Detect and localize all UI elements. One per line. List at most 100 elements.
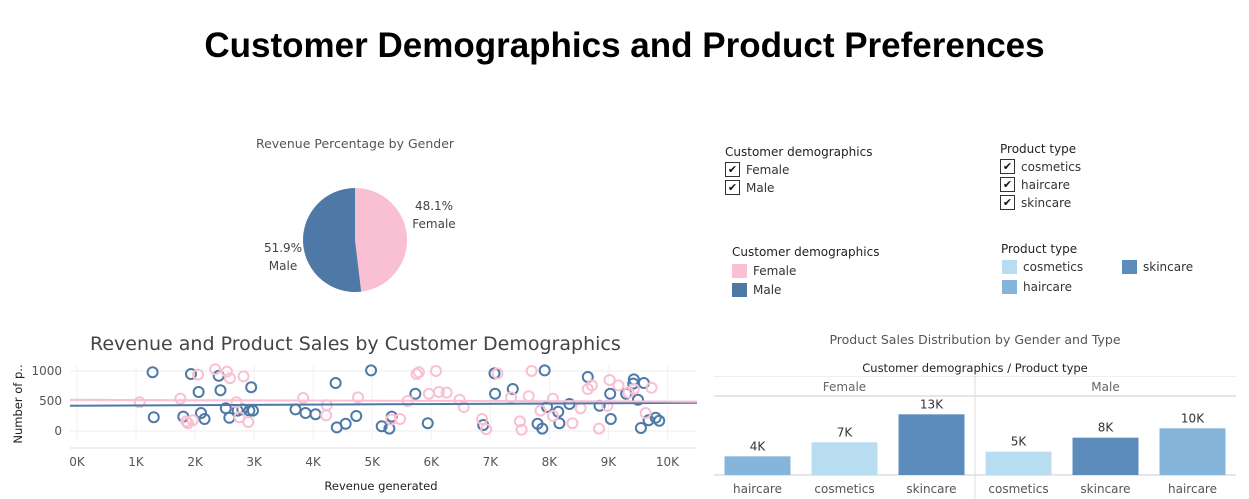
y-tick-label: 0	[54, 424, 62, 438]
scatter-point-female	[320, 409, 333, 422]
x-tick-label: 1K	[128, 455, 145, 469]
haircare-checkbox[interactable]: ✔	[1000, 177, 1015, 192]
scatter-point-female	[566, 417, 579, 430]
x-tick-label: 10K	[656, 455, 680, 469]
scatter-point-male	[198, 413, 211, 425]
bar-chart-title: Product Sales Distribution by Gender and…	[829, 332, 1121, 347]
female-checkbox[interactable]: ✔	[725, 162, 740, 177]
y-tick-label: 500	[39, 394, 62, 408]
bar-category-label: haircare	[733, 482, 782, 496]
pie-slice-female	[355, 188, 407, 292]
scatter-point-male	[192, 386, 205, 398]
filter-item-female[interactable]: ✔ Female	[725, 162, 872, 177]
haircare-swatch	[1002, 280, 1017, 294]
filter-item-male[interactable]: ✔ Male	[725, 180, 872, 195]
x-tick-label: 7K	[483, 455, 500, 469]
legend-item-female[interactable]: Female	[732, 264, 879, 278]
scatter-point-female	[186, 414, 199, 427]
scatter-point-female	[505, 391, 517, 404]
scatter-point-male	[350, 410, 363, 422]
scatter-point-male	[653, 414, 666, 427]
bar-male-skincare	[1072, 437, 1139, 475]
scatter-point-male	[489, 387, 502, 400]
scatter-point-male	[631, 393, 644, 406]
scatter-point-male	[553, 417, 566, 430]
scatter-point-male	[146, 366, 159, 379]
scatter-point-male	[184, 368, 197, 380]
bar-category-label: skincare	[906, 482, 956, 496]
x-tick-label: 6K	[424, 455, 441, 469]
pie-value-label-male: 51.9%	[264, 241, 302, 255]
scatter-point-female	[627, 383, 640, 395]
scatter-point-female	[223, 372, 236, 385]
scatter-point-male	[147, 411, 160, 424]
scatter-point-female	[412, 366, 425, 379]
scatter-point-female	[209, 363, 222, 376]
skincare-checkbox[interactable]: ✔	[1000, 195, 1015, 210]
scatter-point-female	[410, 368, 423, 380]
y-axis-label: Number of p..	[11, 364, 25, 443]
legend-item-haircare[interactable]: haircare	[1002, 280, 1072, 294]
legend-item-male[interactable]: Male	[732, 283, 879, 297]
scatter-point-male	[604, 387, 617, 400]
page-title: Customer Demographics and Product Prefer…	[204, 26, 1045, 65]
x-tick-label: 5K	[364, 455, 381, 469]
scatter-point-female	[297, 392, 310, 404]
pie-chart: 48.1% Female 51.9% Male	[264, 188, 456, 292]
scatter-point-male	[604, 413, 617, 425]
legend-item-skincare[interactable]: skincare	[1122, 260, 1193, 274]
filter-item-cosmetics[interactable]: ✔ cosmetics	[1000, 159, 1081, 174]
scatter-point-male	[223, 411, 236, 424]
cosmetics-checkbox[interactable]: ✔	[1000, 159, 1015, 174]
scatter-point-female	[515, 423, 528, 436]
male-swatch	[732, 283, 747, 297]
scatter-point-male	[409, 387, 422, 400]
x-tick-label: 2K	[187, 455, 204, 469]
scatter-point-male	[245, 381, 258, 394]
skincare-swatch	[1122, 260, 1137, 274]
bar-male-cosmetics	[985, 451, 1052, 475]
scatter-point-female	[522, 390, 535, 403]
bar-value-label: 8K	[1098, 421, 1115, 435]
scatter-point-male	[506, 383, 519, 395]
scatter-point-female	[585, 379, 598, 392]
scatter-chart: 0 500 1000 0K 1K 2K 3K 4K 5K 6K 7K 8K 9K 10K Revenue g…	[11, 363, 698, 493]
scatter-point-female	[385, 413, 398, 426]
trend-line-female	[69, 398, 698, 403]
scatter-point-female	[592, 422, 605, 435]
x-tick-label: 4K	[305, 455, 322, 469]
scatter-point-female	[432, 386, 445, 398]
scatter-point-male	[365, 364, 378, 377]
pie-value-label-female: 48.1%	[415, 199, 453, 213]
demographics-color-legend: Customer demographics Female Male	[732, 245, 879, 297]
bar-category-label: cosmetics	[988, 482, 1048, 496]
scatter-point-male	[536, 422, 549, 435]
legend-label-haircare: haircare	[1023, 280, 1072, 294]
scatter-point-male	[634, 422, 647, 434]
scatter-point-male	[538, 364, 551, 377]
male-checkbox[interactable]: ✔	[725, 180, 740, 195]
y-tick-label: 1000	[31, 364, 62, 378]
scatter-point-male	[299, 407, 312, 419]
bar-female-haircare	[724, 456, 791, 475]
bar-value-label: 10K	[1181, 411, 1205, 425]
filter-item-haircare[interactable]: ✔ haircare	[1000, 177, 1081, 192]
legend-item-cosmetics[interactable]: cosmetics	[1002, 260, 1083, 274]
pie-slice-male	[303, 188, 362, 292]
scatter-point-female	[440, 386, 453, 399]
bar-chart-header: Customer demographics / Product type	[862, 361, 1088, 375]
filter-label-skincare: skincare	[1021, 195, 1072, 210]
scatter-point-female	[133, 396, 146, 409]
pie-slice-label-female: Female	[412, 217, 455, 231]
bar-chart: Female 4K haircare 7K cosmetics 13K skincare Ma…	[714, 376, 1236, 499]
scatter-point-female	[603, 374, 616, 386]
pie-slice-label-male: Male	[269, 259, 297, 273]
bar-value-label: 4K	[750, 439, 767, 453]
bar-category-label: cosmetics	[814, 482, 874, 496]
filter-label-male: Male	[746, 180, 775, 195]
scatter-point-female	[525, 365, 538, 377]
scatter-point-female	[220, 365, 233, 378]
bar-value-label: 7K	[837, 425, 854, 439]
filter-item-skincare[interactable]: ✔ skincare	[1000, 195, 1081, 210]
product-type-filter: Product type ✔ cosmetics ✔ haircare ✔ sk…	[1000, 142, 1081, 210]
